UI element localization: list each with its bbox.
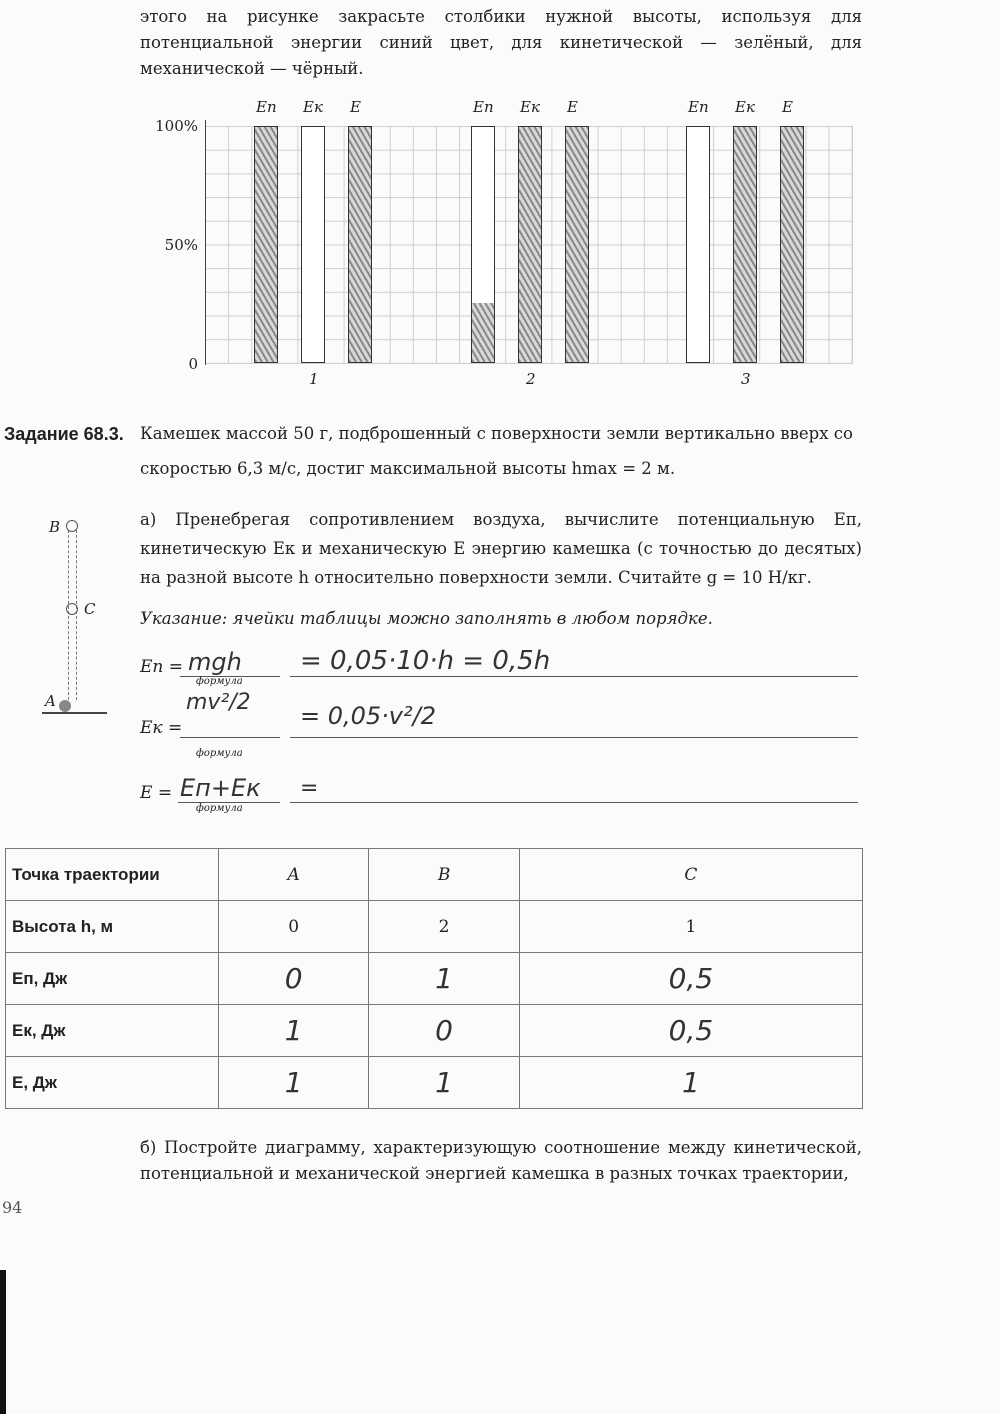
table-cell[interactable]: 0	[217, 952, 370, 1005]
bar-fill	[781, 127, 803, 362]
formula-ep-value[interactable]: = 0,05·10·h = 0,5h	[300, 646, 551, 676]
bar-group-3-e	[780, 126, 804, 363]
formula-e-caption: формула	[196, 803, 243, 814]
handwritten-value: 1	[284, 1014, 303, 1047]
bar-label: E	[567, 98, 578, 116]
table-cell[interactable]: 0,5	[518, 952, 864, 1005]
formula-e-lhs: E =	[140, 783, 173, 803]
bar-group-2-ep	[471, 126, 495, 363]
part-a-text: а) Пренебрегая сопротивлением воздуха, в…	[140, 510, 862, 587]
formula-ep-caption: формула	[196, 676, 243, 687]
group-label: 1	[309, 370, 319, 388]
handwritten-value: 1	[435, 962, 453, 995]
table-header-row: Точка траектории A B C	[5, 848, 864, 901]
point-a-label: A	[45, 692, 56, 710]
handwritten-value: 0	[284, 962, 303, 995]
y-tick-50: 50%	[164, 236, 198, 254]
part-b-text: б) Постройте диаграмму, характеризующую …	[140, 1138, 862, 1183]
bar-fill	[566, 127, 588, 362]
bar-label: Eк	[303, 98, 323, 116]
y-axis	[205, 120, 206, 365]
header-cell: A	[217, 848, 370, 901]
table-cell[interactable]: 1	[368, 952, 520, 1005]
bar-fill	[472, 303, 494, 362]
row-label: Высота h, м	[5, 900, 219, 953]
formula-ep-lhs: Eп =	[140, 657, 184, 677]
formula-ek-value[interactable]: = 0,05·v²/2	[300, 702, 436, 730]
header-cell: B	[368, 848, 520, 901]
table-cell: 2	[368, 900, 520, 953]
bar-label: E	[350, 98, 361, 116]
table-cell[interactable]: 1	[217, 1004, 370, 1057]
formula-ek-caption: формула	[196, 748, 243, 759]
table-cell[interactable]: 1	[368, 1056, 520, 1109]
bar-label: Eк	[520, 98, 540, 116]
table-row: E, Дж 1 1 1	[5, 1056, 864, 1109]
point-c-label: C	[84, 600, 96, 618]
table-cell[interactable]: 1	[217, 1056, 370, 1109]
bar-fill	[519, 127, 541, 362]
bar-group-3-ep	[686, 126, 710, 363]
point-b-circle	[66, 520, 78, 532]
header-cell: Точка траектории	[5, 848, 219, 901]
formula-e-value[interactable]: =	[300, 776, 319, 801]
handwritten-value: 0	[435, 1014, 453, 1047]
row-label: Eп, Дж	[5, 952, 219, 1005]
handwritten-value: 0,5	[668, 962, 714, 995]
group-label: 3	[741, 370, 751, 388]
y-tick-100: 100%	[155, 117, 198, 135]
point-c-circle	[66, 603, 78, 615]
bar-group-1-ep	[254, 126, 278, 363]
task-line-1: Камешек массой 50 г, подброшенный с пове…	[140, 424, 853, 443]
hint-text: Указание: ячейки таблицы можно заполнять…	[140, 609, 713, 628]
bar-label: Eп	[473, 98, 494, 116]
formula-e-handwritten[interactable]: Eп+Eк	[180, 774, 261, 802]
bar-group-2-e	[565, 126, 589, 363]
table-cell: 0	[217, 900, 370, 953]
page-number: 94	[2, 1198, 23, 1217]
handwritten-value: 1	[681, 1066, 700, 1099]
bar-group-1-ek	[301, 126, 325, 363]
bar-fill	[734, 127, 756, 362]
bar-label: Eп	[256, 98, 277, 116]
handwritten-value: 0,5	[668, 1014, 714, 1047]
bar-group-3-ek	[733, 126, 757, 363]
ground-line	[42, 712, 107, 714]
row-label: Eк, Дж	[5, 1004, 219, 1057]
y-tick-0: 0	[188, 355, 198, 373]
intro-text: этого на рисунке закрасьте столбики нужн…	[140, 7, 862, 78]
bar-label: Eк	[735, 98, 755, 116]
bar-label: E	[782, 98, 793, 116]
bar-label: Eп	[688, 98, 709, 116]
table-row: Eк, Дж 1 0 0,5	[5, 1004, 864, 1057]
group-label: 2	[526, 370, 536, 388]
energy-table: Точка траектории A B C Высота h, м 0 2 1…	[5, 848, 864, 1109]
task-line-2: скоростью 6,3 м/с, достиг максимальной в…	[140, 459, 676, 478]
handwritten-value: 1	[284, 1066, 303, 1099]
formula-ek-handwritten[interactable]: mv²/2	[186, 690, 251, 715]
table-cell: 1	[518, 900, 864, 953]
table-row: Eп, Дж 0 1 0,5	[5, 952, 864, 1005]
scan-edge	[0, 1270, 6, 1414]
handwritten-value: 1	[435, 1066, 453, 1099]
formula-ep-handwritten[interactable]: mgh	[188, 648, 242, 676]
table-cell[interactable]: 0	[368, 1004, 520, 1057]
point-b-label: B	[49, 518, 61, 536]
bar-fill	[349, 127, 371, 362]
bar-fill	[255, 127, 277, 362]
header-cell: C	[518, 848, 864, 901]
task-label: Задание 68.3.	[4, 424, 124, 444]
bar-group-1-e	[348, 126, 372, 363]
table-row: Высота h, м 0 2 1	[5, 900, 864, 953]
table-cell[interactable]: 0,5	[518, 1004, 864, 1057]
row-label: E, Дж	[5, 1056, 219, 1109]
bar-group-2-ek	[518, 126, 542, 363]
point-a-stone	[59, 700, 71, 712]
table-cell[interactable]: 1	[518, 1056, 864, 1109]
formula-ek-lhs: Eк =	[140, 718, 183, 738]
